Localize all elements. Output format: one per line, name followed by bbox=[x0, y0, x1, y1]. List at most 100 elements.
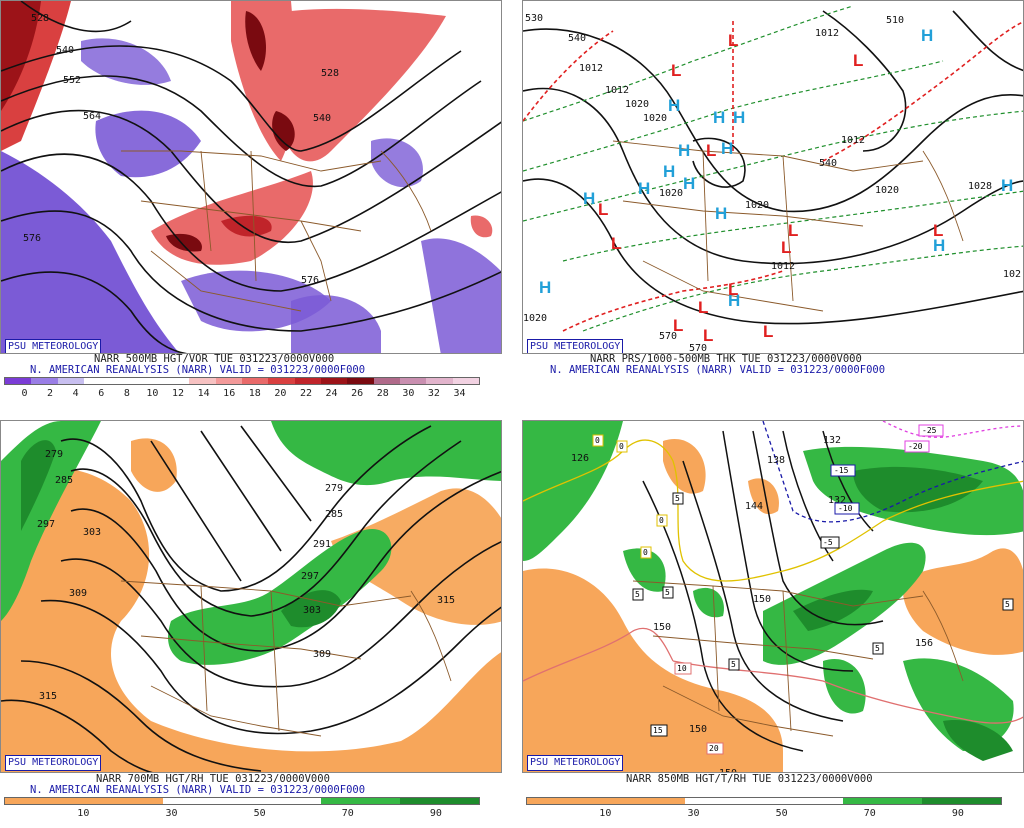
colorbar-swatch bbox=[426, 378, 453, 384]
map-title: NARR 850MB HGT/T/RH TUE 031223/0000V000 bbox=[626, 773, 873, 785]
contour-label: 540 bbox=[313, 113, 331, 124]
colorbar-tick-label: 30 bbox=[687, 808, 700, 819]
map-valid-time: N. AMERICAN REANALYSIS (NARR) VALID = 03… bbox=[30, 364, 366, 376]
vorticity-colorbar bbox=[4, 377, 480, 385]
isobar-label: 1012 bbox=[579, 63, 603, 74]
colorbar-swatch bbox=[400, 798, 479, 804]
contour-label: 144 bbox=[745, 501, 763, 512]
map-500mb-vorticity: 528 540 552 564 576 540 528 576 PSU METE… bbox=[0, 0, 502, 354]
thickness-label: 540 bbox=[819, 158, 837, 169]
contour-label: 309 bbox=[313, 649, 331, 660]
colorbar-swatch bbox=[110, 378, 137, 384]
colorbar-tick-label: 8 bbox=[123, 388, 130, 399]
contour-label: 309 bbox=[69, 588, 87, 599]
svg-text:L: L bbox=[671, 61, 681, 80]
colorbar-tick-label: 16 bbox=[223, 388, 236, 399]
contour-label: 279 bbox=[325, 483, 343, 494]
contour-label: 285 bbox=[325, 509, 343, 520]
temp-box-label: 20 bbox=[709, 744, 719, 753]
isobar-label: 1028 bbox=[968, 181, 992, 192]
map-valid-time: N. AMERICAN REANALYSIS (NARR) VALID = 03… bbox=[550, 364, 886, 376]
svg-text:H: H bbox=[715, 204, 727, 223]
temp-box-label: 10 bbox=[677, 664, 687, 673]
temp-box-label: -15 bbox=[834, 466, 849, 475]
rh-colorbar bbox=[526, 797, 1002, 805]
colorbar-tick-label: 30 bbox=[402, 388, 415, 399]
psu-meteorology-badge: PSU METEOROLOGY bbox=[527, 755, 624, 771]
colorbar-tick-label: 20 bbox=[274, 388, 287, 399]
colorbar-swatch bbox=[294, 378, 321, 384]
temp-box-label: 0 bbox=[619, 442, 624, 451]
isobar-label: 1012 bbox=[771, 261, 795, 272]
contour-label: 303 bbox=[83, 527, 101, 538]
temp-box-label: 5 bbox=[675, 494, 680, 503]
colorbar-swatch bbox=[162, 378, 190, 384]
colorbar-ticks: 0 2 4 6 8 10 12 14 16 18 20 22 24 26 28 30 32 34 bbox=[4, 388, 480, 400]
contour-label: 150 bbox=[719, 768, 737, 773]
colorbar-swatch bbox=[5, 798, 84, 804]
colorbar-ticks: 10 30 50 70 90 bbox=[526, 808, 1002, 820]
colorbar-tick-label: 10 bbox=[599, 808, 612, 819]
svg-text:H: H bbox=[933, 236, 945, 255]
map-title: NARR 500MB HGT/VOR TUE 031223/0000V000 bbox=[94, 353, 335, 365]
colorbar-swatch bbox=[320, 378, 348, 384]
contour-label: 315 bbox=[437, 595, 455, 606]
temp-box-label: -20 bbox=[908, 442, 923, 451]
colorbar-swatch bbox=[452, 378, 479, 384]
svg-text:L: L bbox=[788, 221, 798, 240]
colorbar-ticks: 10 30 50 70 90 bbox=[4, 808, 480, 820]
rh700-map-graphic: 279 285 297 303 309 279 285 291 297 303 … bbox=[1, 421, 501, 772]
contour-label: 156 bbox=[915, 638, 933, 649]
svg-text:L: L bbox=[598, 200, 608, 219]
low-vorticity-region bbox=[1, 151, 180, 353]
low-pressure-markers: LLL LLL LLL LLL LL bbox=[598, 31, 943, 345]
thickness-label: 540 bbox=[568, 33, 586, 44]
contour-label: 132 bbox=[823, 435, 841, 446]
svg-text:L: L bbox=[781, 238, 791, 257]
dry-air-region bbox=[523, 568, 783, 772]
dry-air-region bbox=[1, 467, 501, 772]
geographic-borders bbox=[612, 140, 964, 312]
contour-label: 528 bbox=[321, 68, 339, 79]
psu-meteorology-badge: PSU METEOROLOGY bbox=[527, 339, 624, 353]
isobar-label: 1020 bbox=[523, 313, 547, 324]
colorbar-swatch bbox=[5, 378, 32, 384]
temperature-minus-10-line bbox=[762, 421, 1023, 523]
colorbar-tick-label: 6 bbox=[98, 388, 105, 399]
svg-text:L: L bbox=[706, 141, 716, 160]
svg-text:L: L bbox=[611, 234, 621, 253]
map-title: NARR PRS/1000-500MB THK TUE 031223/0000V… bbox=[590, 353, 862, 365]
height-contours bbox=[1, 1, 501, 353]
temperature-minus-20-line bbox=[882, 421, 1023, 438]
isobar-label: 1020 bbox=[625, 99, 649, 110]
svg-text:L: L bbox=[728, 31, 738, 50]
temperature-boxes: 0 0 5 0 0 5 -15 -10 -5 5 5 10 15 5 5 20 … bbox=[592, 424, 1014, 755]
psu-meteorology-badge: PSU METEOROLOGY bbox=[5, 339, 102, 353]
contour-label: 126 bbox=[571, 453, 589, 464]
svg-text:L: L bbox=[728, 280, 738, 299]
colorbar-swatch bbox=[606, 798, 685, 804]
contour-label: 150 bbox=[653, 622, 671, 633]
colorbar-swatch bbox=[57, 378, 84, 384]
svg-text:L: L bbox=[853, 51, 863, 70]
colorbar-tick-label: 90 bbox=[429, 808, 442, 819]
colorbar-tick-label: 10 bbox=[146, 388, 159, 399]
svg-text:L: L bbox=[698, 298, 708, 317]
contour-label: 552 bbox=[63, 75, 81, 86]
colorbar-swatch bbox=[215, 378, 242, 384]
contour-label: 576 bbox=[23, 233, 41, 244]
temp-box-label: 5 bbox=[665, 588, 670, 597]
isobar-label: 102 bbox=[1003, 269, 1021, 280]
rh-colorbar bbox=[4, 797, 480, 805]
isobar-label: 1012 bbox=[841, 135, 865, 146]
svg-text:H: H bbox=[1001, 176, 1013, 195]
isobars bbox=[523, 10, 1023, 325]
contour-label: 528 bbox=[31, 13, 49, 24]
map-valid-time: N. AMERICAN REANALYSIS (NARR) VALID = 03… bbox=[30, 784, 366, 796]
height-contours bbox=[1, 425, 501, 772]
svg-text:L: L bbox=[673, 316, 683, 335]
svg-text:L: L bbox=[703, 326, 713, 345]
colorbar-swatch bbox=[764, 798, 843, 804]
colorbar-swatch bbox=[399, 378, 427, 384]
